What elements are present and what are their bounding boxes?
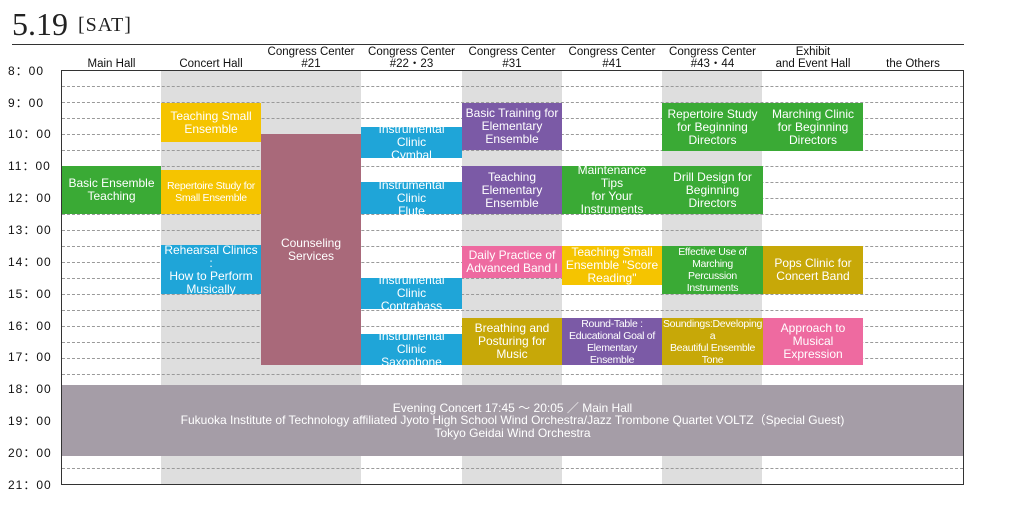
time-label: 10：00 (8, 127, 52, 141)
session-rehearsal-clinics[interactable]: Rehearsal Clinics : How to Perform Music… (161, 243, 261, 295)
session-basic-ensemble-teaching[interactable]: Basic Ensemble Teaching (62, 166, 161, 214)
col-head-exhibit-hall: Exhibit and Event Hall (775, 46, 851, 70)
session-repertoire-small-ensemble[interactable]: Repertoire Study for Small Ensemble (161, 170, 261, 214)
evening-line-3: Tokyo Geidai Wind Orchestra (434, 425, 591, 440)
time-label: 17：00 (8, 350, 52, 364)
session-clinic-contrabass[interactable]: Instrumental Clinic Contrabass (361, 274, 462, 313)
title-rule (12, 44, 964, 45)
grid-line (62, 150, 963, 151)
session-counseling-services[interactable]: Counseling Services (261, 134, 361, 365)
grid-line (62, 230, 963, 231)
col-head-congress-22-23: Congress Center #22・23 (368, 46, 455, 70)
session-clinic-cymbal[interactable]: Instrumental Clinic Cymbal (361, 123, 462, 162)
session-basic-training[interactable]: Basic Training for Elementary Ensemble (462, 103, 562, 150)
col-head-congress-31: Congress Center #31 (468, 46, 556, 70)
evening-line-1: Evening Concert 17:45 ～ 20:05 ／ Main Hal… (392, 400, 633, 415)
session-marching-percussion[interactable]: Effective Use of Marching Percussion Ins… (662, 246, 763, 294)
session-approach-musical[interactable]: Approach to Musical Expression (763, 318, 863, 365)
col-head-concert-hall: Concert Hall (179, 58, 243, 70)
session-breathing-posturing[interactable]: Breathing and Posturing for Music (462, 318, 562, 365)
session-maintenance-tips[interactable]: Maintenance Tips for Your Instruments (562, 164, 662, 216)
grid-line (62, 294, 963, 295)
time-label: 15：00 (8, 287, 52, 301)
session-marching-clinic[interactable]: Marching Clinic for Beginning Directors (763, 103, 863, 151)
session-drill-design[interactable]: Drill Design for Beginning Directors (662, 166, 763, 214)
day-title: [SAT] (78, 14, 132, 36)
grid-line (62, 374, 963, 375)
col-head-main-hall: Main Hall (87, 58, 136, 70)
session-repertoire-beginning[interactable]: Repertoire Study for Beginning Directors (662, 103, 763, 151)
time-label: 11：00 (8, 159, 51, 173)
session-soundings[interactable]: Soundings:Developing a Beautiful Ensembl… (662, 317, 763, 366)
evening-line-2: Fukuoka Institute of Technology affiliat… (180, 413, 845, 428)
col-head-others: the Others (886, 58, 940, 70)
session-teaching-elementary[interactable]: Teaching Elementary Ensemble (462, 166, 562, 214)
session-score-reading[interactable]: Teaching Small Ensemble "Score Reading" (562, 246, 662, 285)
col-head-congress-21: Congress Center #21 (267, 46, 355, 70)
time-label: 12：00 (8, 191, 52, 205)
grid-line (62, 102, 963, 103)
grid-line (62, 468, 963, 469)
session-clinic-saxophone[interactable]: Instrumental Clinic Saxophone (361, 330, 462, 369)
col-head-congress-43-44: Congress Center #43・44 (669, 46, 756, 70)
time-label: 18：00 (8, 382, 52, 396)
grid-line (62, 214, 963, 215)
session-teaching-small-ensemble[interactable]: Teaching Small Ensemble (161, 103, 261, 142)
time-label: 20：00 (8, 446, 52, 460)
time-label: 16：00 (8, 319, 52, 333)
evening-concert-banner[interactable]: Evening Concert 17:45 ～ 20:05 ／ Main Hal… (62, 385, 963, 456)
session-pops-clinic[interactable]: Pops Clinic for Concert Band (763, 246, 863, 294)
time-label: 8：00 (8, 64, 45, 78)
grid-line (62, 310, 963, 311)
session-clinic-flute[interactable]: Instrumental Clinic Flute (361, 178, 462, 217)
session-round-table[interactable]: Round-Table : Educational Goal of Elemen… (562, 318, 662, 366)
grid-line (62, 86, 963, 87)
session-daily-practice[interactable]: Daily Practice of Advanced Band I (462, 246, 562, 278)
time-label: 14：00 (8, 255, 52, 269)
time-label: 9：00 (8, 96, 45, 110)
time-label: 13：00 (8, 223, 52, 237)
time-label: 19：00 (8, 414, 52, 428)
date-title: 5.19 (12, 6, 68, 42)
col-head-congress-41: Congress Center #41 (568, 46, 656, 70)
schedule-grid (61, 70, 964, 485)
grid-line (62, 278, 963, 279)
time-label: 21：00 (8, 478, 52, 492)
